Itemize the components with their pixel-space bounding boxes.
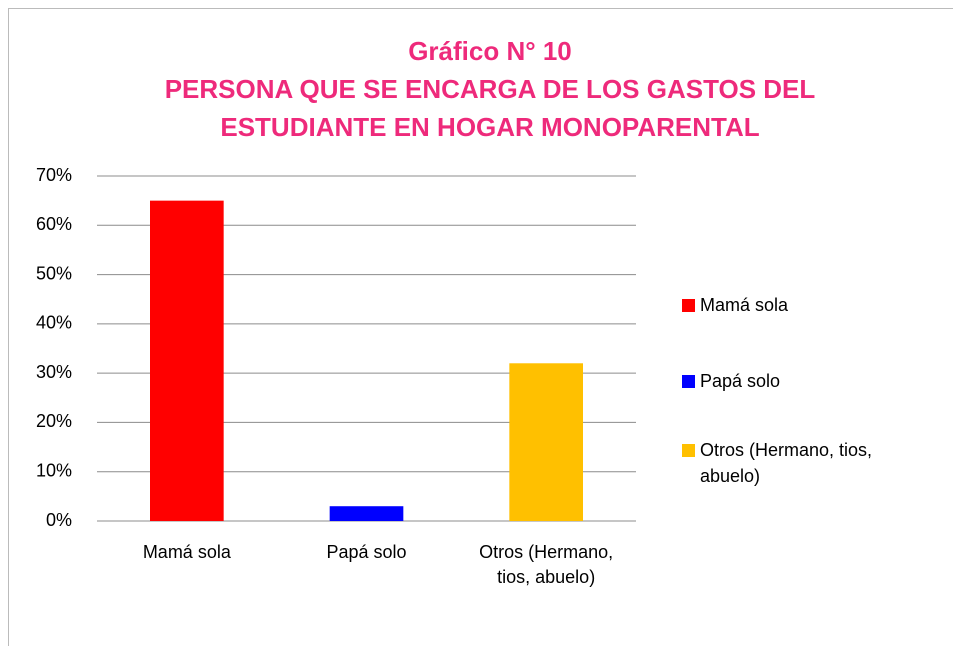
y-tick-label: 10% (36, 460, 72, 480)
x-tick-label: Mamá sola (142, 542, 231, 562)
y-tick-label: 0% (46, 510, 72, 530)
y-tick-label: 50% (36, 263, 72, 283)
y-tick-label: 30% (36, 362, 72, 382)
y-tick-label: 40% (36, 313, 72, 333)
legend-swatch (682, 444, 695, 457)
y-tick-label: 70% (36, 165, 72, 185)
y-tick-label: 60% (36, 214, 72, 234)
chart-title: Gráfico N° 10 (408, 36, 572, 66)
chart-subtitle: PERSONA QUE SE ENCARGA DE LOS GASTOS DEL… (164, 74, 816, 142)
legend-swatch (682, 375, 695, 388)
y-tick-label: 20% (36, 411, 72, 431)
bar (509, 363, 583, 521)
legend-label: Mamá sola (700, 295, 789, 315)
legend-swatch (682, 299, 695, 312)
legend-label: Otros (Hermano, tios, abuelo) (700, 440, 873, 486)
bar (150, 200, 224, 521)
bar (329, 506, 404, 521)
legend-label: Papá solo (700, 371, 781, 391)
x-tick-label: Papá solo (326, 542, 407, 562)
x-tick-label: Otros (Hermano, tios, abuelo) (479, 542, 614, 587)
